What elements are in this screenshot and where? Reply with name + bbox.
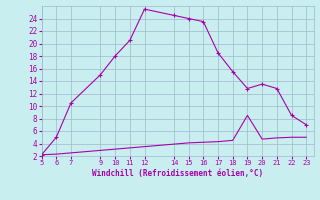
X-axis label: Windchill (Refroidissement éolien,°C): Windchill (Refroidissement éolien,°C): [92, 169, 263, 178]
